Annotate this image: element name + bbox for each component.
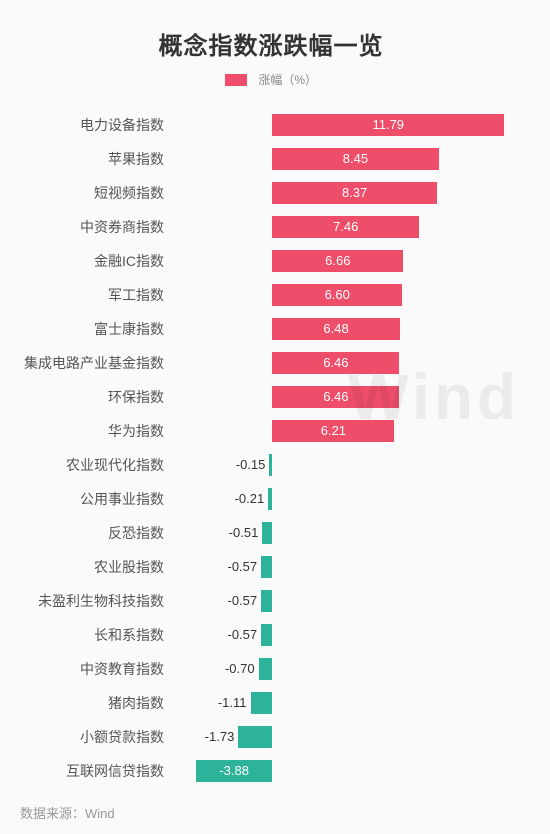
bar [259,658,273,680]
chart-row: 猪肉指数 -1.11 [14,686,528,720]
row-plot: -0.57 [174,618,528,652]
chart-row: 集成电路产业基金指数 6.46 [14,346,528,380]
row-label: 反恐指数 [14,523,174,543]
bar-value: -0.21 [235,488,265,510]
chart-row: 未盈利生物科技指数 -0.57 [14,584,528,618]
row-label: 富士康指数 [14,319,174,339]
chart-row: 农业现代化指数 -0.15 [14,448,528,482]
row-label: 互联网信贷指数 [14,761,174,781]
row-label: 金融IC指数 [14,251,174,271]
chart-row: 农业股指数 -0.57 [14,550,528,584]
bar-value: 11.79 [272,114,504,136]
bar-value: 6.48 [272,318,399,340]
row-label: 中资教育指数 [14,659,174,679]
row-plot: -1.73 [174,720,528,754]
chart-row: 电力设备指数 11.79 [14,108,528,142]
bar [268,488,272,510]
row-plot: 8.37 [174,176,528,210]
chart-row: 苹果指数 8.45 [14,142,528,176]
chart-row: 短视频指数 8.37 [14,176,528,210]
row-plot: -1.11 [174,686,528,720]
bar-value: 6.46 [272,386,399,408]
row-label: 环保指数 [14,387,174,407]
row-plot: 7.46 [174,210,528,244]
bar-value: 7.46 [272,216,419,238]
bar-value: -0.57 [227,590,257,612]
row-label: 集成电路产业基金指数 [14,353,174,373]
chart-rows: 电力设备指数 11.79 苹果指数 8.45 短视频指数 8.37 中资券商指数 7.46 金融… [14,108,528,788]
chart-row: 反恐指数 -0.51 [14,516,528,550]
bar-value: 6.60 [272,284,402,306]
bar [238,726,272,748]
bar-value: -0.51 [229,522,259,544]
row-label: 猪肉指数 [14,693,174,713]
row-plot: -0.21 [174,482,528,516]
chart-row: 富士康指数 6.48 [14,312,528,346]
row-plot: -0.51 [174,516,528,550]
row-label: 未盈利生物科技指数 [14,591,174,611]
legend-swatch-icon [225,74,247,86]
row-label: 长和系指数 [14,625,174,645]
chart-row: 互联网信贷指数 -3.88 [14,754,528,788]
source-label: 数据来源：Wind [20,803,115,822]
chart-row: 中资券商指数 7.46 [14,210,528,244]
row-label: 电力设备指数 [14,115,174,135]
row-plot: 8.45 [174,142,528,176]
bar [262,522,272,544]
bar-value: -0.15 [236,454,266,476]
legend-label: 涨幅（%） [258,73,317,87]
chart-row: 金融IC指数 6.66 [14,244,528,278]
chart-row: 小额贷款指数 -1.73 [14,720,528,754]
row-plot: 6.48 [174,312,528,346]
bar [269,454,272,476]
bar [251,692,273,714]
chart-row: 华为指数 6.21 [14,414,528,448]
row-label: 军工指数 [14,285,174,305]
row-plot: 11.79 [174,108,528,142]
chart-container: 概念指数涨跌幅一览 涨幅（%） 电力设备指数 11.79 苹果指数 8.45 短视频指数… [0,0,550,834]
chart-row: 中资教育指数 -0.70 [14,652,528,686]
bar-value: -1.11 [218,692,247,714]
bar-value: 6.21 [272,420,394,442]
chart-row: 环保指数 6.46 [14,380,528,414]
row-plot: -0.15 [174,448,528,482]
row-plot: 6.46 [174,380,528,414]
row-label: 小额贷款指数 [14,727,174,747]
row-label: 苹果指数 [14,149,174,169]
bar [261,590,272,612]
row-label: 公用事业指数 [14,489,174,509]
bar [261,556,272,578]
chart-legend: 涨幅（%） [14,71,528,88]
bar-value: -1.73 [205,726,235,748]
row-plot: -3.88 [174,754,528,788]
chart-row: 军工指数 6.60 [14,278,528,312]
row-label: 农业现代化指数 [14,455,174,475]
row-plot: 6.60 [174,278,528,312]
bar-value: 6.66 [272,250,403,272]
bar [261,624,272,646]
row-plot: 6.46 [174,346,528,380]
bar-value: 8.45 [272,148,438,170]
chart-row: 长和系指数 -0.57 [14,618,528,652]
row-plot: 6.66 [174,244,528,278]
row-label: 农业股指数 [14,557,174,577]
row-plot: -0.70 [174,652,528,686]
bar-value: -0.57 [227,624,257,646]
row-label: 短视频指数 [14,183,174,203]
bar-value: 6.46 [272,352,399,374]
row-plot: 6.21 [174,414,528,448]
bar-value: -3.88 [196,760,272,782]
bar-value: -0.57 [227,556,257,578]
bar-value: 8.37 [272,182,437,204]
chart-title: 概念指数涨跌幅一览 [14,26,528,61]
row-label: 华为指数 [14,421,174,441]
row-plot: -0.57 [174,550,528,584]
chart-row: 公用事业指数 -0.21 [14,482,528,516]
row-plot: -0.57 [174,584,528,618]
row-label: 中资券商指数 [14,217,174,237]
bar-value: -0.70 [225,658,255,680]
